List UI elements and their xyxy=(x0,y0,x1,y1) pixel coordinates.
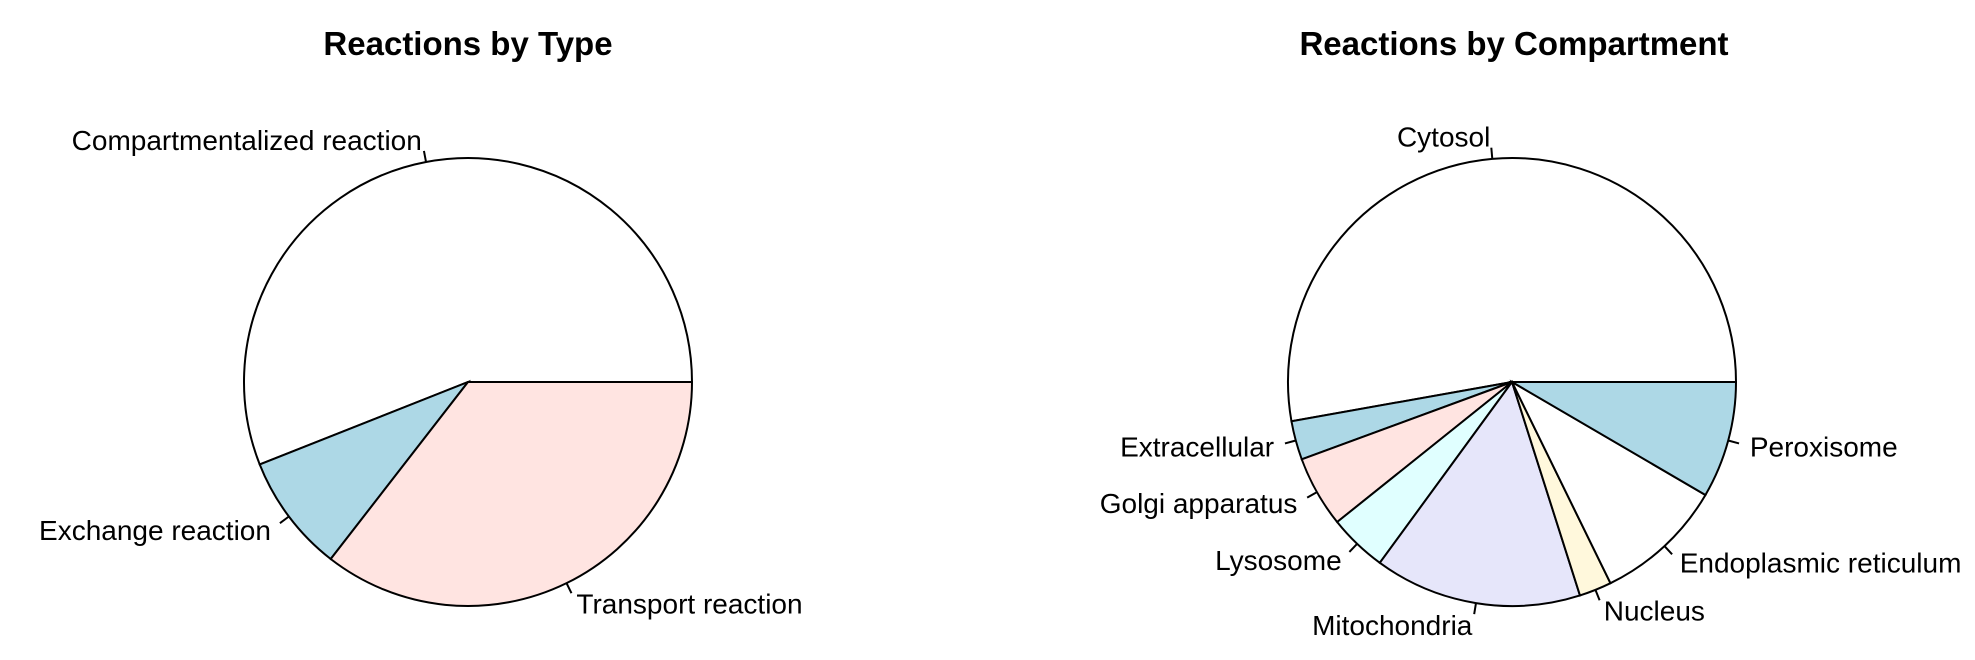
pie-slice-endoplasmic-reticulum xyxy=(1509,379,1707,585)
label-tick-lysosome xyxy=(1348,543,1358,553)
label-tick-nucleus xyxy=(1594,589,1601,601)
pie-slice-transport-reaction xyxy=(329,381,694,607)
slice-label-mitochondria: Mitochondria xyxy=(1312,610,1473,641)
pie-chart-reactions-by-compartment: Reactions by Compartment Cytosol Extracel… xyxy=(1100,25,1962,641)
label-tick-extracellular xyxy=(1284,439,1297,445)
label-tick-golgi-apparatus xyxy=(1306,491,1318,499)
slice-label-transport-reaction: Transport reaction xyxy=(576,588,802,619)
slice-label-peroxisome: Peroxisome xyxy=(1750,431,1898,462)
chart-title: Reactions by Compartment xyxy=(1299,25,1728,62)
label-tick-compartmentalized-reaction xyxy=(422,150,428,163)
label-tick-endoplasmic-reticulum xyxy=(1663,545,1673,555)
slice-label-nucleus: Nucleus xyxy=(1604,596,1705,627)
pie-slice-mitochondria xyxy=(1378,379,1582,607)
slice-label-cytosol: Cytosol xyxy=(1397,122,1490,153)
label-tick-mitochondria xyxy=(1473,602,1477,615)
slice-label-exchange-reaction: Exchange reaction xyxy=(39,515,271,546)
label-tick-cytosol xyxy=(1490,147,1494,159)
slice-label-compartmentalized-reaction: Compartmentalized reaction xyxy=(72,125,422,156)
slice-label-golgi-apparatus: Golgi apparatus xyxy=(1100,488,1298,519)
label-tick-peroxisome xyxy=(1727,439,1740,445)
label-tick-transport-reaction xyxy=(565,582,573,594)
pie-chart-reactions-by-type: Reactions by Type Compartmentalized reac… xyxy=(39,25,803,619)
slice-label-extracellular: Extracellular xyxy=(1120,431,1274,462)
slice-label-endoplasmic-reticulum: Endoplasmic reticulum xyxy=(1680,548,1962,579)
pie-slice-exchange-reaction xyxy=(258,379,472,561)
chart-title: Reactions by Type xyxy=(323,25,612,62)
label-tick-exchange-reaction xyxy=(279,515,290,525)
slice-label-lysosome: Lysosome xyxy=(1215,545,1342,576)
